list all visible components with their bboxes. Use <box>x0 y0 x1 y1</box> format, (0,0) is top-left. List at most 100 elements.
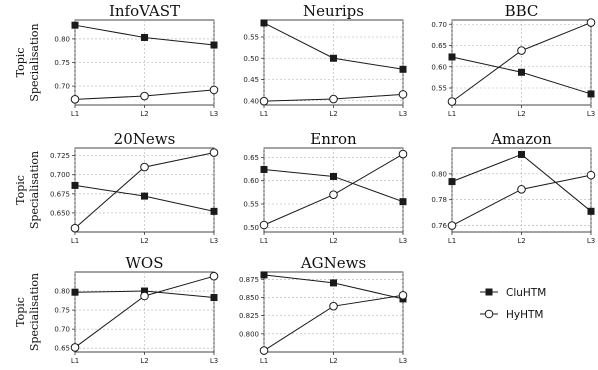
data-point-cluhtm <box>210 41 218 49</box>
y-tick-label: 0.70 <box>54 83 70 91</box>
legend-label-cluhtm: CluHTM <box>506 287 546 299</box>
y-tick-label: 0.800 <box>239 330 259 338</box>
subplot-6: L1 L2 L3 0.65 0.70 0.75 0.80 WOS TopicSpecialisa… <box>14 254 219 365</box>
plot-frame <box>263 19 404 106</box>
x-tick-label: L3 <box>399 237 407 245</box>
x-tick-label: L2 <box>517 237 525 245</box>
y-axis-label-line: Topic <box>14 48 27 78</box>
data-point-hyhtm <box>329 190 338 199</box>
data-point-cluhtm <box>330 279 337 287</box>
x-tick-label: L2 <box>329 110 337 118</box>
data-point-hyhtm <box>70 95 80 104</box>
y-axis-label-line: Topic <box>14 175 27 205</box>
subplot-5: L1 L2 L3 0.76 0.78 0.80 Amazon <box>431 130 596 245</box>
data-point-hyhtm <box>70 223 80 233</box>
data-point-hyhtm <box>70 343 80 352</box>
y-tick-label: 0.700 <box>50 171 70 179</box>
data-point-cluhtm <box>448 178 456 186</box>
y-tick-label: 0.55 <box>431 85 447 93</box>
x-tick-label: L3 <box>399 357 407 365</box>
data-point-cluhtm <box>71 288 79 296</box>
data-point-hyhtm <box>517 185 526 194</box>
data-point-cluhtm <box>71 181 79 189</box>
data-point-hyhtm <box>398 90 408 99</box>
data-point-hyhtm <box>259 96 269 106</box>
data-point-hyhtm <box>209 148 219 157</box>
data-point-hyhtm <box>259 220 269 230</box>
x-tick-label: L2 <box>140 110 148 118</box>
data-point-cluhtm <box>399 65 407 73</box>
legend-marker-cluhtm <box>485 288 493 296</box>
data-point-hyhtm <box>586 18 596 27</box>
subplot-3: L1 L2 L3 0.650 0.675 0.700 0.725 20News TopicSpe… <box>14 130 219 245</box>
data-point-hyhtm <box>586 170 596 180</box>
y-axis-label: TopicSpecialisation <box>14 23 41 101</box>
data-point-cluhtm <box>210 294 218 302</box>
x-tick-label: L1 <box>260 357 268 365</box>
y-tick-label: 0.650 <box>50 209 70 217</box>
data-point-cluhtm <box>330 54 337 62</box>
subplot-title: Amazon <box>490 130 552 148</box>
subplot-title: Neurips <box>303 2 364 20</box>
legend-marker-hyhtm <box>484 309 494 319</box>
data-point-cluhtm <box>141 287 148 295</box>
x-tick-label: L2 <box>329 237 337 245</box>
y-tick-label: 0.65 <box>54 345 70 353</box>
x-tick-label: L3 <box>210 110 218 118</box>
y-tick-label: 0.78 <box>431 196 447 204</box>
subplot-0: L1 L2 L3 0.70 0.75 0.80 InfoVAST TopicSpecialis… <box>14 2 219 118</box>
x-tick-label: L1 <box>71 110 79 118</box>
data-point-hyhtm <box>209 271 219 281</box>
data-point-cluhtm <box>260 19 268 27</box>
y-axis-label-line: Topic <box>14 297 27 327</box>
y-tick-label: 0.65 <box>431 42 447 50</box>
data-point-cluhtm <box>141 33 148 41</box>
x-tick-label: L2 <box>329 357 337 365</box>
subplot-1: L1 L2 L3 0.40 0.45 0.50 0.55 Neurips <box>243 2 408 118</box>
y-tick-label: 0.45 <box>243 76 259 84</box>
y-tick-label: 0.65 <box>243 154 259 162</box>
data-point-hyhtm <box>398 290 408 300</box>
y-axis-label-line: Specialisation <box>28 273 41 351</box>
subplot-title: InfoVAST <box>109 2 180 20</box>
data-point-cluhtm <box>587 207 595 215</box>
x-tick-label: L2 <box>140 237 148 245</box>
data-point-hyhtm <box>329 94 338 104</box>
y-tick-label: 0.76 <box>431 222 447 230</box>
x-tick-label: L3 <box>587 110 595 118</box>
subplot-title: BBC <box>505 2 539 20</box>
data-point-hyhtm <box>140 91 149 101</box>
legend: CluHTM HyHTM <box>480 287 546 321</box>
data-point-cluhtm <box>141 192 148 200</box>
x-tick-label: L1 <box>71 357 79 365</box>
data-point-cluhtm <box>71 21 79 29</box>
x-tick-label: L2 <box>140 357 148 365</box>
y-tick-label: 0.80 <box>54 35 70 43</box>
subplot-title: Enron <box>310 130 357 148</box>
data-point-cluhtm <box>260 271 268 279</box>
x-tick-label: L3 <box>210 237 218 245</box>
y-tick-label: 0.875 <box>239 276 259 284</box>
y-tick-label: 0.50 <box>243 55 259 63</box>
data-point-cluhtm <box>518 150 525 158</box>
y-tick-label: 0.725 <box>50 152 70 160</box>
y-axis-label: TopicSpecialisation <box>14 273 41 351</box>
y-axis-label-line: Specialisation <box>28 23 41 101</box>
y-tick-label: 0.40 <box>243 97 259 105</box>
data-point-hyhtm <box>259 346 269 355</box>
x-tick-label: L2 <box>517 110 525 118</box>
y-tick-label: 0.60 <box>243 177 259 185</box>
y-tick-label: 0.850 <box>239 294 259 302</box>
y-tick-label: 0.825 <box>239 312 259 320</box>
y-tick-label: 0.75 <box>54 59 70 67</box>
data-point-cluhtm <box>260 165 268 173</box>
subplot-2: L1 L2 L3 0.55 0.60 0.65 0.70 BBC <box>431 2 596 118</box>
data-point-cluhtm <box>448 53 456 61</box>
y-tick-label: 0.70 <box>54 326 70 334</box>
y-tick-label: 0.75 <box>54 307 70 315</box>
x-tick-label: L1 <box>260 110 268 118</box>
x-tick-label: L3 <box>399 110 407 118</box>
data-point-cluhtm <box>210 207 218 215</box>
data-point-hyhtm <box>140 291 149 301</box>
